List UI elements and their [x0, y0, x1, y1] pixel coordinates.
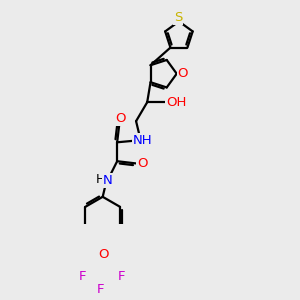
Text: F: F — [118, 270, 125, 283]
Text: O: O — [178, 67, 188, 80]
Text: H: H — [96, 172, 105, 185]
Text: S: S — [174, 11, 182, 24]
Text: F: F — [97, 283, 104, 296]
Text: O: O — [137, 157, 148, 170]
Text: O: O — [115, 112, 126, 125]
Text: N: N — [103, 174, 113, 187]
Text: OH: OH — [167, 96, 187, 109]
Text: O: O — [98, 248, 108, 260]
Text: F: F — [79, 270, 86, 283]
Text: NH: NH — [133, 134, 153, 147]
